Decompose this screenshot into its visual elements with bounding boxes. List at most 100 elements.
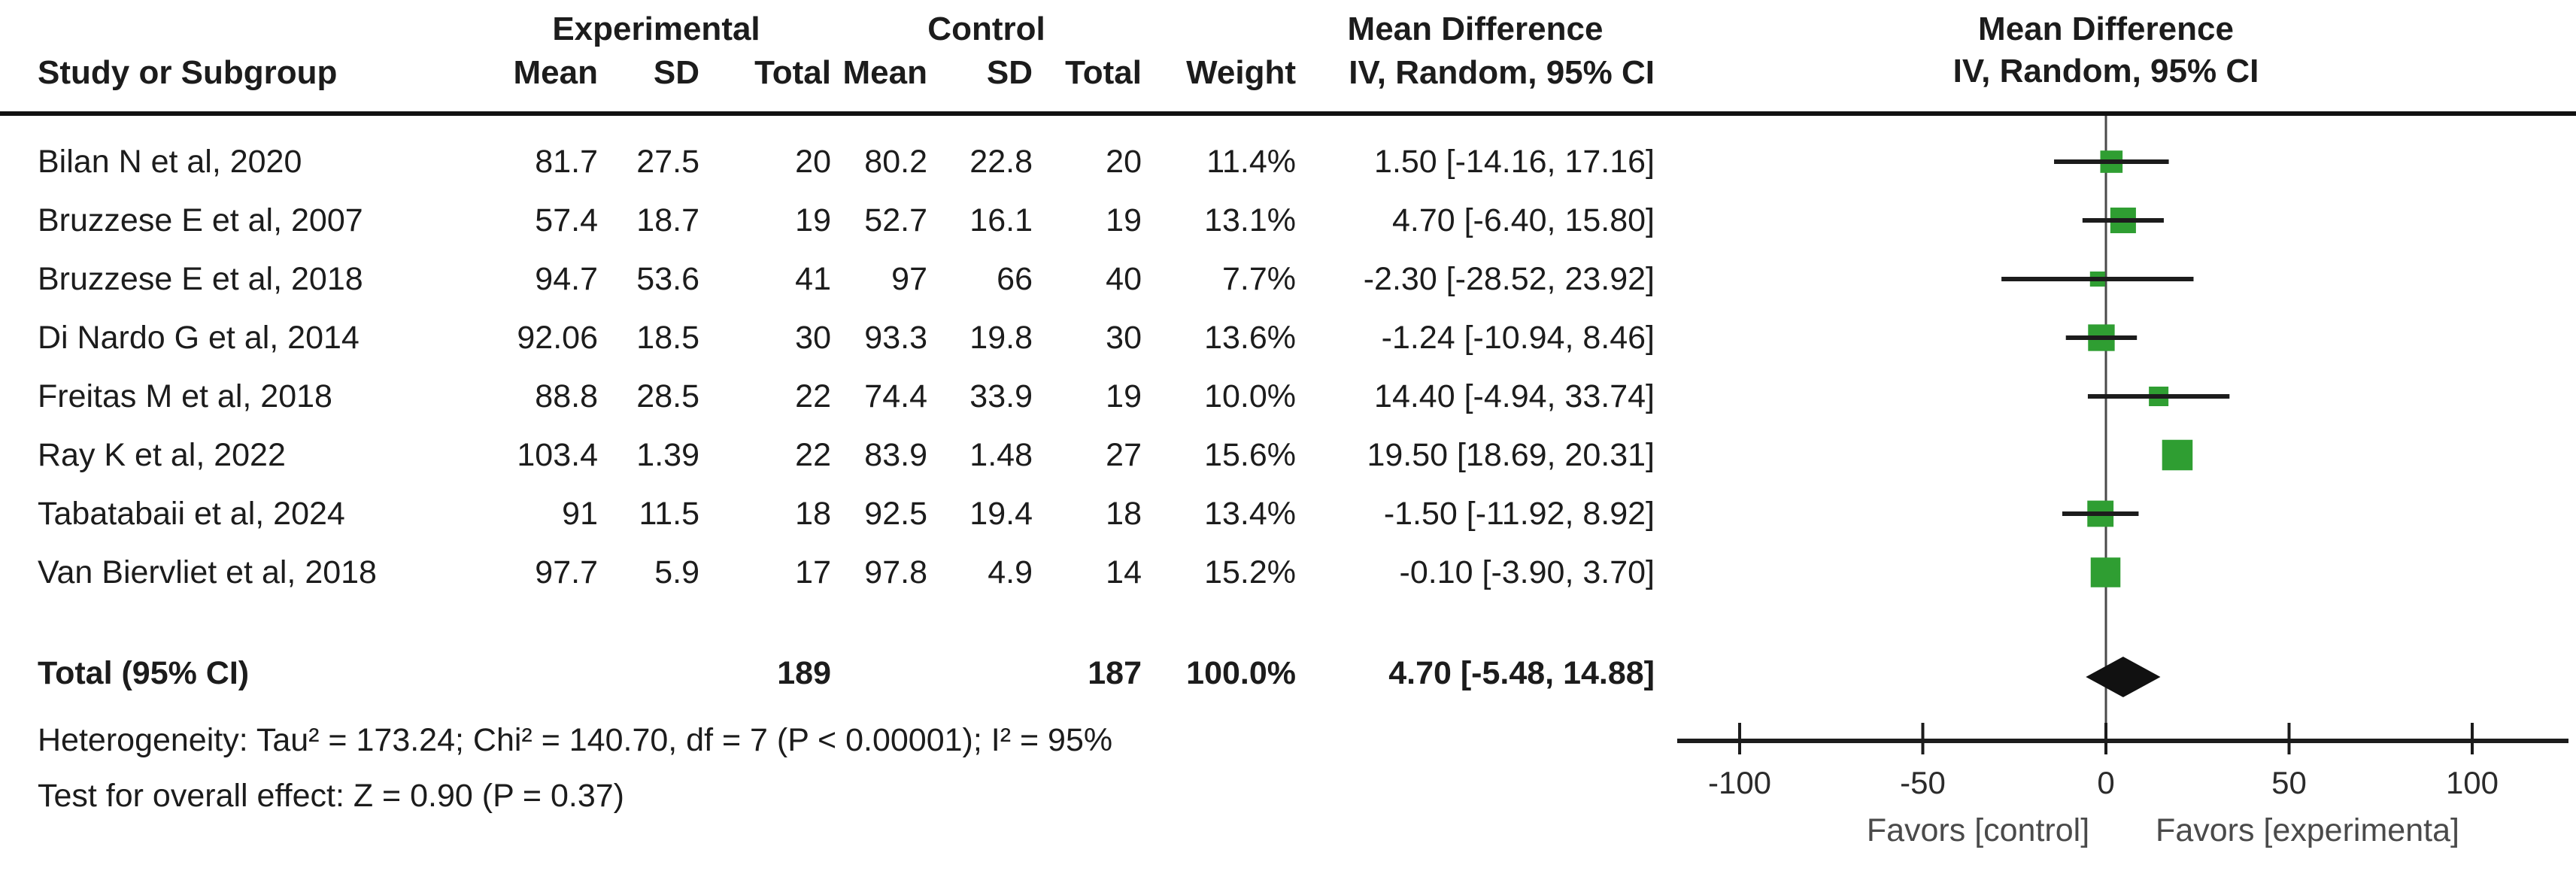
md-ci-text: -1.50 [-11.92, 8.92] bbox=[1383, 496, 1655, 532]
exp-sd: 27.5 bbox=[636, 144, 699, 180]
study-label: Tabatabaii et al, 2024 bbox=[38, 496, 345, 532]
ctl-total: 19 bbox=[1106, 378, 1142, 414]
col-header-exp-mean: Mean bbox=[513, 54, 598, 91]
study-label: Di Nardo G et al, 2014 bbox=[38, 320, 360, 356]
weight: 11.4% bbox=[1206, 144, 1296, 180]
col-header-ctl-total: Total bbox=[1065, 54, 1142, 91]
exp-sd: 11.5 bbox=[639, 496, 700, 532]
exp-total: 30 bbox=[795, 320, 831, 356]
exp-sd: 28.5 bbox=[636, 378, 699, 414]
ctl-sd: 33.9 bbox=[969, 378, 1033, 414]
total-md-ci-text: 4.70 [-5.48, 14.88] bbox=[1388, 655, 1655, 691]
ctl-mean: 93.3 bbox=[864, 320, 927, 356]
exp-total: 22 bbox=[795, 437, 831, 473]
col-header-md-ci: IV, Random, 95% CI bbox=[1349, 54, 1655, 91]
column-header-row: Study or Subgroup Mean SD Total Mean SD … bbox=[0, 50, 1655, 96]
exp-sd: 5.9 bbox=[654, 554, 699, 590]
ctl-mean: 92.5 bbox=[864, 496, 927, 532]
exp-total: 41 bbox=[795, 261, 831, 297]
total-ctl-total: 187 bbox=[1088, 655, 1142, 691]
axis-tick-label: 0 bbox=[2097, 765, 2114, 800]
study-label: Bruzzese E et al, 2007 bbox=[38, 202, 363, 238]
effect-square bbox=[2090, 557, 2121, 587]
ctl-total: 19 bbox=[1106, 202, 1142, 238]
ctl-mean: 97.8 bbox=[864, 554, 927, 590]
table-row: Ray K et al, 2022 103.4 1.39 22 83.9 1.4… bbox=[0, 426, 1655, 484]
exp-total: 20 bbox=[795, 144, 831, 180]
study-label: Van Biervliet et al, 2018 bbox=[38, 554, 377, 590]
ctl-mean: 83.9 bbox=[864, 437, 927, 473]
md-ci-text: -0.10 [-3.90, 3.70] bbox=[1399, 554, 1655, 590]
exp-mean: 94.7 bbox=[535, 261, 598, 297]
spacer bbox=[598, 644, 699, 703]
col-header-study: Study or Subgroup bbox=[38, 54, 338, 91]
axis-tick-label: 50 bbox=[2271, 765, 2307, 800]
col-header-exp-sd: SD bbox=[653, 54, 699, 91]
col-header-exp-total: Total bbox=[754, 54, 831, 91]
favors-left-label: Favors [control] bbox=[1867, 812, 2089, 848]
weight: 13.6% bbox=[1204, 320, 1296, 356]
ctl-mean: 52.7 bbox=[864, 202, 927, 238]
exp-mean: 91 bbox=[562, 496, 598, 532]
study-table: Bilan N et al, 2020 81.7 27.5 20 80.2 22… bbox=[0, 132, 1655, 602]
md-ci-text: 1.50 [-14.16, 17.16] bbox=[1374, 144, 1655, 180]
exp-sd: 18.5 bbox=[636, 320, 699, 356]
total-row: Total (95% CI) 189 187 100.0% 4.70 [-5.4… bbox=[0, 644, 1655, 703]
exp-total: 17 bbox=[795, 554, 831, 590]
ctl-total: 30 bbox=[1106, 320, 1142, 356]
ctl-total: 20 bbox=[1106, 144, 1142, 180]
plot-subtitle: IV, Random, 95% CI bbox=[1952, 53, 2259, 90]
exp-mean: 92.06 bbox=[517, 320, 598, 356]
ctl-total: 27 bbox=[1106, 437, 1142, 473]
study-label: Freitas M et al, 2018 bbox=[38, 378, 332, 414]
spacer bbox=[831, 644, 927, 703]
md-ci-text: 4.70 [-6.40, 15.80] bbox=[1391, 202, 1655, 238]
ctl-mean: 97 bbox=[891, 261, 927, 297]
spacer bbox=[474, 644, 598, 703]
favors-right-label: Favors [experimenta] bbox=[2156, 812, 2459, 848]
weight: 7.7% bbox=[1221, 261, 1296, 297]
table-row: Van Biervliet et al, 2018 97.7 5.9 17 97… bbox=[0, 543, 1655, 602]
col-header-weight: Weight bbox=[1186, 54, 1296, 91]
ctl-sd: 4.9 bbox=[988, 554, 1033, 590]
table-row: Tabatabaii et al, 2024 91 11.5 18 92.5 1… bbox=[0, 484, 1655, 543]
overall-effect-text: Test for overall effect: Z = 0.90 (P = 0… bbox=[38, 778, 624, 814]
exp-mean: 57.4 bbox=[535, 202, 598, 238]
spacer bbox=[927, 644, 1033, 703]
axis-tick-label: 100 bbox=[2446, 765, 2499, 800]
col-header-ctl-mean: Mean bbox=[842, 54, 927, 91]
header-rule bbox=[0, 111, 2576, 116]
axis-tick-label: -100 bbox=[1708, 765, 1771, 800]
table-row: Freitas M et al, 2018 88.8 28.5 22 74.4 … bbox=[0, 367, 1655, 426]
table-row: Bruzzese E et al, 2018 94.7 53.6 41 97 6… bbox=[0, 250, 1655, 308]
group-header-control: Control bbox=[927, 11, 1045, 47]
exp-total: 19 bbox=[795, 202, 831, 238]
md-ci-text: -1.24 [-10.94, 8.46] bbox=[1381, 320, 1655, 356]
ctl-sd: 1.48 bbox=[969, 437, 1033, 473]
ctl-sd: 19.8 bbox=[969, 320, 1033, 356]
weight: 15.6% bbox=[1204, 437, 1296, 473]
total-weight: 100.0% bbox=[1186, 655, 1296, 691]
ctl-sd: 22.8 bbox=[969, 144, 1033, 180]
exp-mean: 88.8 bbox=[535, 378, 598, 414]
col-header-ctl-sd: SD bbox=[986, 54, 1033, 91]
pooled-diamond bbox=[2086, 657, 2161, 697]
table-row: Bilan N et al, 2020 81.7 27.5 20 80.2 22… bbox=[0, 132, 1655, 191]
study-label: Bruzzese E et al, 2018 bbox=[38, 261, 363, 297]
md-ci-text: -2.30 [-28.52, 23.92] bbox=[1363, 261, 1655, 297]
ctl-mean: 74.4 bbox=[864, 378, 927, 414]
ctl-sd: 16.1 bbox=[969, 202, 1033, 238]
ctl-total: 40 bbox=[1106, 261, 1142, 297]
exp-total: 22 bbox=[795, 378, 831, 414]
md-ci-text: 14.40 [-4.94, 33.74] bbox=[1374, 378, 1655, 414]
md-column-title: Mean Difference bbox=[1347, 11, 1604, 47]
exp-mean: 97.7 bbox=[535, 554, 598, 590]
ctl-total: 14 bbox=[1106, 554, 1142, 590]
axis-tick-label: -50 bbox=[1900, 765, 1946, 800]
weight: 13.1% bbox=[1204, 202, 1296, 238]
ctl-sd: 66 bbox=[997, 261, 1033, 297]
ctl-mean: 80.2 bbox=[864, 144, 927, 180]
exp-sd: 53.6 bbox=[636, 261, 699, 297]
study-label: Ray K et al, 2022 bbox=[38, 437, 286, 473]
